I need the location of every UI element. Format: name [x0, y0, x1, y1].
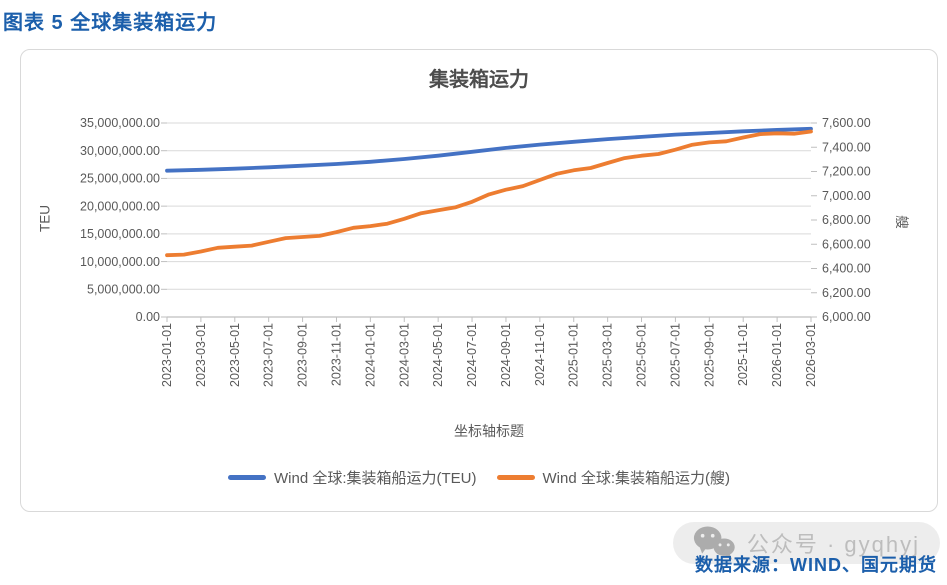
y-axis-title-left: TEU [37, 205, 53, 232]
x-tick-label: 2024-01-01 [363, 323, 377, 387]
legend: Wind 全球:集装箱船运力(TEU) Wind 全球:集装箱船运力(艘) [21, 467, 937, 488]
y-right-tick-label: 6,600.00 [822, 237, 871, 251]
x-tick-label: 2025-09-01 [702, 323, 716, 387]
x-tick-label: 2026-03-01 [804, 323, 818, 387]
y-left-tick-label: 30,000,000.00 [80, 144, 160, 158]
y-left-tick-label: 35,000,000.00 [80, 116, 160, 130]
wechat-icon [693, 526, 735, 560]
x-axis-title: 坐标轴标题 [454, 423, 524, 439]
y-right-tick-label: 7,200.00 [822, 165, 871, 179]
y-left-tick-label: 15,000,000.00 [80, 227, 160, 241]
x-tick-label: 2025-03-01 [601, 323, 615, 387]
y-left-tick-label: 5,000,000.00 [87, 282, 160, 296]
watermark-badge: 公众号 · gyqhyj [672, 522, 940, 564]
x-tick-label: 2026-01-01 [770, 323, 784, 387]
x-tick-label: 2024-11-01 [533, 323, 547, 386]
series-line-ships [165, 129, 813, 258]
legend-label-teu: Wind 全球:集装箱船运力(TEU) [273, 470, 477, 487]
y-axis-title-right: 艘 [894, 215, 909, 229]
legend-swatch-teu-line [227, 475, 266, 480]
x-tick-label: 2023-05-01 [228, 323, 242, 387]
plot-area: 35,000,000.00 30,000,000.00 25,000,000.00 2… [80, 116, 871, 387]
x-tick-label: 2025-11-01 [736, 323, 750, 386]
y-right-tick-label: 6,000.00 [822, 310, 871, 324]
y-right-tick-label: 6,800.00 [822, 213, 871, 227]
figure-caption: 图表 5 全球集装箱运力 [3, 12, 218, 34]
legend-item-teu: Wind 全球:集装箱船运力(TEU) [227, 467, 477, 488]
y-left-tick-label: 20,000,000.00 [80, 199, 160, 213]
x-tick-label: 2024-03-01 [397, 323, 411, 387]
x-tick-label: 2023-09-01 [296, 323, 310, 387]
watermark-text: 公众号 · gyqhyj [746, 532, 920, 557]
x-tick-label: 2023-07-01 [262, 323, 276, 387]
x-tick-label: 2024-09-01 [499, 323, 513, 387]
y-left-tick-label: 10,000,000.00 [80, 255, 160, 269]
legend-swatch-ships-line [496, 475, 535, 480]
series-line-teu [165, 126, 813, 173]
x-tick-label: 2023-03-01 [194, 323, 208, 387]
legend-item-ships: Wind 全球:集装箱船运力(艘) [496, 467, 731, 488]
y-left-tick-label: 25,000,000.00 [80, 172, 160, 186]
x-tick-label: 2024-05-01 [431, 323, 445, 387]
x-tick-label: 2023-01-01 [160, 323, 174, 387]
x-tick-label: 2025-01-01 [567, 323, 581, 387]
x-tick-label: 2025-07-01 [668, 323, 682, 387]
data-source-note: 数据来源：WIND、国元期货 [695, 555, 937, 575]
legend-label-ships: Wind 全球:集装箱船运力(艘) [542, 470, 731, 487]
chart-title: 集装箱运力 [429, 69, 529, 91]
y-right-tick-label: 6,400.00 [822, 262, 871, 276]
y-right-tick-label: 6,200.00 [822, 286, 871, 300]
y-left-tick-label: 0.00 [136, 310, 160, 324]
x-tick-label: 2023-11-01 [329, 323, 343, 386]
y-right-tick-label: 7,600.00 [822, 116, 871, 130]
y-right-tick-label: 7,000.00 [822, 189, 871, 203]
x-tick-label: 2025-05-01 [635, 323, 649, 387]
chart-frame: 35,000,000.00 30,000,000.00 25,000,000.00 2… [20, 49, 938, 512]
x-tick-label: 2024-07-01 [465, 323, 479, 387]
y-right-tick-label: 7,400.00 [822, 140, 871, 154]
